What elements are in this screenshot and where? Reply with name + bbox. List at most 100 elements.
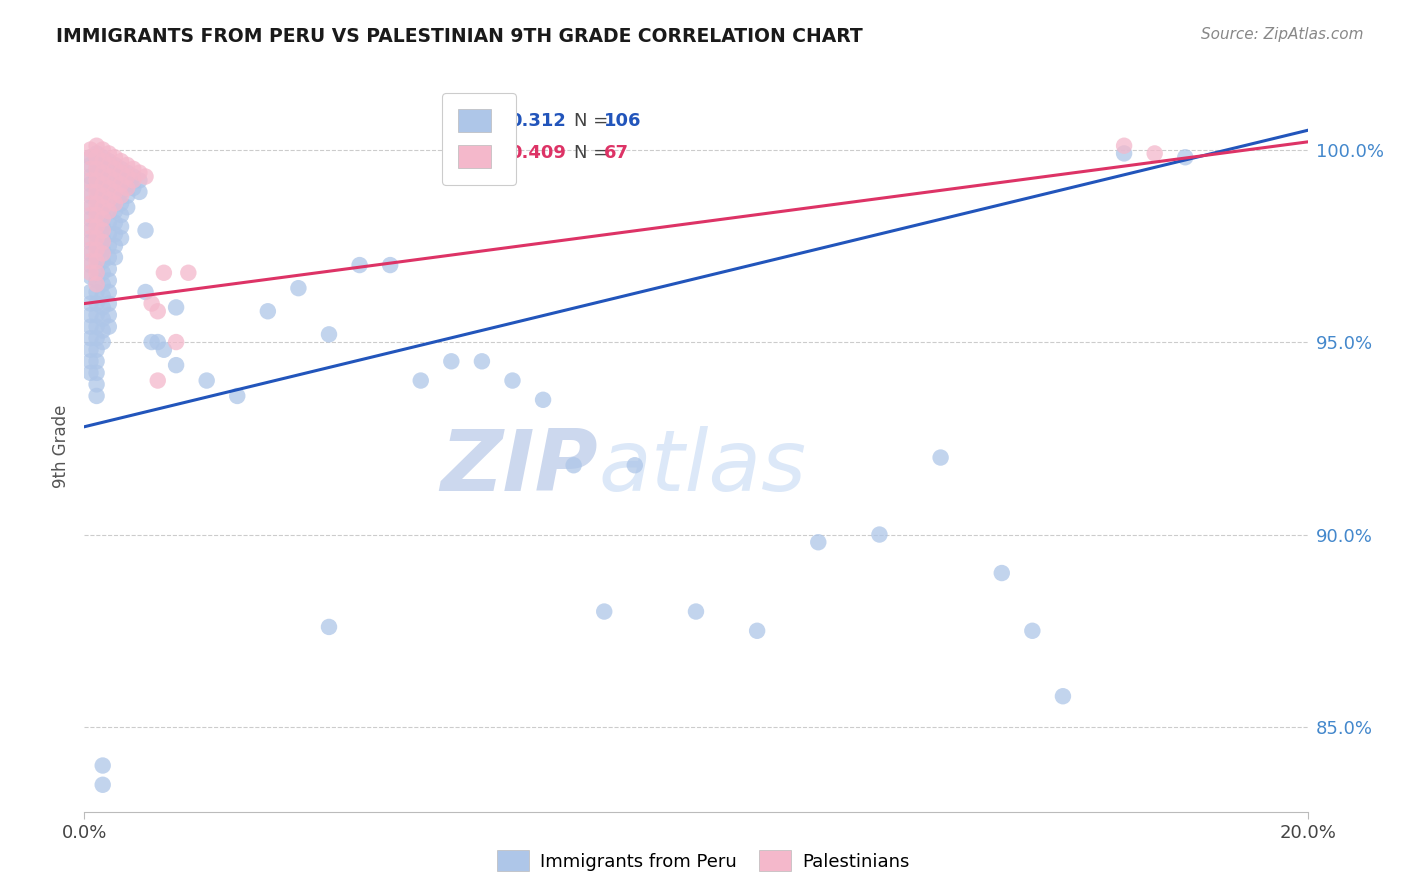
Point [318,620,340,634]
Point [747,624,769,638]
Point [471,354,494,368]
Point [91,334,114,349]
Point [110,185,132,199]
Point [86,173,108,187]
Point [349,258,371,272]
Point [91,161,114,176]
Point [110,188,132,202]
Point [79,285,101,299]
Point [86,243,108,257]
Point [91,173,114,187]
Point [110,154,132,169]
Point [79,343,101,357]
Point [97,251,120,265]
Point [86,161,108,176]
Point [86,193,108,207]
Point [86,138,108,153]
Point [79,169,101,184]
Text: 106: 106 [605,112,641,130]
Point [110,166,132,180]
Point [104,169,127,184]
Point [86,331,108,345]
Point [624,458,647,473]
Point [104,161,127,176]
Point [86,219,108,234]
Point [79,150,101,164]
Point [86,277,108,292]
Y-axis label: 9th Grade: 9th Grade [52,404,70,488]
Point [86,161,108,176]
Point [135,169,157,184]
Point [91,324,114,338]
Point [165,301,187,315]
Point [562,458,585,473]
Point [440,354,463,368]
Text: ZIP: ZIP [440,426,598,509]
Point [79,331,101,345]
Point [97,158,120,172]
Point [146,304,169,318]
Point [110,196,132,211]
Point [165,358,187,372]
Point [141,334,163,349]
Point [86,251,108,265]
Point [91,143,114,157]
Point [531,392,554,407]
Point [110,178,132,192]
Point [122,169,145,184]
Point [1114,146,1136,161]
Point [104,239,127,253]
Point [91,166,114,180]
Point [91,154,114,169]
Point [79,246,101,260]
Text: atlas: atlas [598,426,806,509]
Point [97,154,120,169]
Point [91,188,114,202]
Point [91,219,114,234]
Point [135,285,157,299]
Point [153,266,176,280]
Point [79,173,101,187]
Point [115,200,138,214]
Point [146,334,169,349]
Point [929,450,952,465]
Point [115,178,138,192]
Point [177,266,200,280]
Point [318,327,340,342]
Point [97,285,120,299]
Point [86,146,108,161]
Point [110,161,132,176]
Point [86,285,108,299]
Point [91,266,114,280]
Point [86,239,108,253]
Point [115,166,138,180]
Point [86,366,108,380]
Point [79,178,101,192]
Point [79,158,101,172]
Point [122,161,145,176]
Point [91,231,114,245]
Point [104,150,127,164]
Point [91,758,114,772]
Point [79,243,101,257]
Point [86,154,108,169]
Point [1143,146,1166,161]
Point [115,158,138,172]
Point [79,143,101,157]
Point [115,181,138,195]
Point [86,266,108,280]
Point [807,535,830,549]
Point [991,566,1014,580]
Point [79,231,101,245]
Point [104,193,127,207]
Point [91,243,114,257]
Point [115,169,138,184]
Point [79,200,101,214]
Point [110,219,132,234]
Point [128,173,150,187]
Point [97,204,120,219]
Point [104,227,127,242]
Point [79,366,101,380]
Point [141,296,163,310]
Point [1174,150,1197,164]
